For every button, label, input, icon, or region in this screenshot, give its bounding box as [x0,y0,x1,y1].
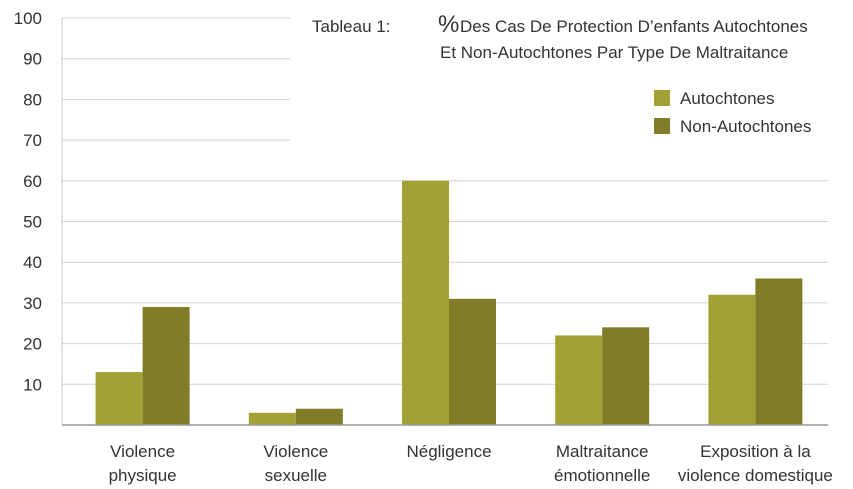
y-tick-label: 10 [23,375,42,394]
legend-swatch [654,118,670,134]
legend-swatch [654,90,670,106]
bar-autochtones [708,294,756,425]
title-prefix: Tableau 1: [312,17,390,36]
x-tick-label: sexuelle [265,466,327,485]
x-tick-label: Violence [110,442,175,461]
x-axis: Violence physique Violence sexuelle Négligen… [62,424,833,485]
bar-autochtones [402,180,449,425]
x-tick-label: physique [109,466,177,485]
x-tick-label: violence domestique [678,466,833,485]
bars [95,180,803,425]
x-tick-label: émotionnelle [554,466,650,485]
y-tick-label: 40 [23,253,42,272]
y-tick-label: 90 [23,50,42,69]
x-tick-label: Violence [263,442,328,461]
legend-label: Non-Autochtones [680,117,811,136]
bar-non-autochtones [755,278,803,425]
y-tick-label: 80 [23,90,42,109]
legend: Autochtones Non-Autochtones [654,89,811,136]
y-tick-label: 20 [23,335,42,354]
bar-autochtones [555,335,603,425]
bar-autochtones [95,372,143,425]
bar-non-autochtones [295,408,343,425]
title-percent-symbol: % [438,11,459,38]
x-tick-label: Maltraitance [556,442,649,461]
y-tick-label: 70 [23,131,42,150]
x-tick-label: Négligence [406,442,491,461]
legend-label: Autochtones [680,89,775,108]
y-tick-label: 50 [23,213,42,232]
bar-non-autochtones [449,298,496,425]
title-line-2: Et Non-Autochtones Par Type De Maltraita… [440,43,788,62]
y-tick-label: 100 [14,9,42,28]
chart-title: Tableau 1: % Des Cas De Protection D’enf… [312,11,808,62]
x-tick-label: Exposition à la [700,442,811,461]
bar-non-autochtones [142,306,190,425]
title-line-1: Des Cas De Protection D’enfants Autochto… [460,17,808,36]
bar-autochtones [248,412,296,425]
y-tick-label: 60 [23,172,42,191]
y-tick-label: 30 [23,294,42,313]
bar-non-autochtones [602,327,650,425]
y-axis: 10 20 30 40 50 60 70 80 90 100 [14,9,63,425]
